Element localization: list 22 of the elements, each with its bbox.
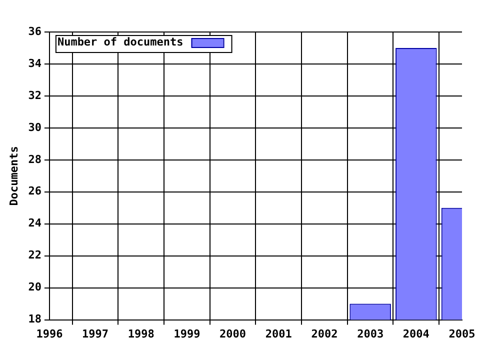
x-tick-label: 2002: [311, 327, 338, 340]
y-tick-label: 34: [28, 56, 42, 70]
x-tick-label: 2000: [220, 327, 246, 340]
x-tick-label: 2001: [265, 327, 292, 340]
x-tick-label: 1999: [174, 327, 200, 340]
y-tick-label: 18: [28, 312, 42, 326]
y-tick-label: 28: [28, 152, 42, 166]
legend-label: Number of documents: [57, 35, 184, 48]
x-tick-label: 1997: [82, 327, 109, 340]
x-tick-label: 1998: [128, 327, 154, 340]
x-tick-label: 2005: [448, 327, 476, 340]
y-tick-label: 26: [28, 184, 42, 198]
y-tick-label: 32: [28, 88, 42, 102]
x-tick-label: 2003: [357, 327, 384, 340]
y-axis-title: Documents: [7, 146, 20, 206]
x-tick-label: 2004: [402, 327, 430, 340]
x-tick-label: 1996: [36, 327, 64, 340]
y-tick-label: 24: [28, 216, 42, 230]
y-tick-label: 22: [28, 248, 42, 262]
y-tick-label: 30: [28, 120, 42, 134]
y-tick-label: 36: [28, 24, 42, 38]
y-tick-label: 20: [28, 280, 42, 294]
